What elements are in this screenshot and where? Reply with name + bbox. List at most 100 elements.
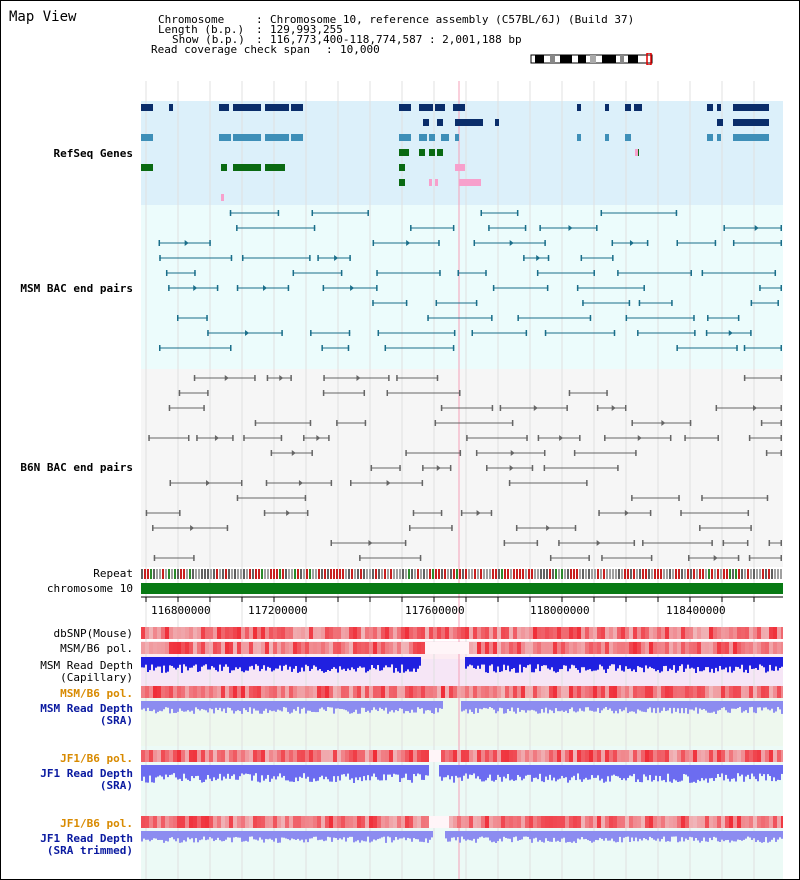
repeat-element — [621, 569, 623, 579]
depth-bar — [499, 701, 501, 708]
depth-bar — [765, 701, 767, 708]
depth-bar — [371, 701, 373, 711]
track-label-refseq[interactable]: RefSeq Genes — [53, 147, 133, 160]
depth-bar — [757, 657, 759, 670]
repeat-element — [234, 569, 236, 579]
track-label-jf1-b6-pol-2[interactable]: JF1/B6 pol. — [60, 817, 133, 830]
depth-bar — [633, 657, 635, 670]
depth-bar — [219, 765, 221, 774]
depth-bar — [273, 657, 275, 671]
depth-bar — [717, 701, 719, 711]
depth-bar — [251, 701, 253, 714]
depth-bar — [345, 831, 347, 842]
track-label-msm-b6-pol-1[interactable]: MSM/B6 pol. — [60, 642, 133, 655]
depth-bar — [779, 765, 781, 781]
b6n-bac-pair-end — [226, 525, 229, 531]
heat-cell — [621, 642, 625, 654]
gene-feature — [441, 134, 449, 141]
depth-bar — [327, 765, 329, 780]
heat-cell — [465, 750, 469, 762]
heat-cell — [285, 627, 289, 639]
heat-cell — [597, 627, 601, 639]
gene-feature — [577, 134, 581, 141]
depth-bar — [505, 831, 507, 838]
track-label-jf1-depth-trim[interactable]: JF1 Read Depth — [40, 832, 133, 845]
depth-bar — [161, 765, 163, 777]
heat-cell — [485, 642, 489, 654]
genome-track-area[interactable]: 116800000 117200000 117600000 118000000 … — [141, 81, 783, 879]
depth-bar — [255, 765, 257, 774]
track-label-jf1-b6-pol-1[interactable]: JF1/B6 pol. — [60, 752, 133, 765]
heat-cell — [681, 627, 685, 639]
heat-cell — [617, 642, 621, 654]
heat-cell — [309, 686, 313, 698]
depth-bar — [217, 831, 219, 838]
depth-bar — [665, 831, 667, 842]
track-label-jf1-depth-sra[interactable]: JF1 Read Depth — [40, 767, 133, 780]
depth-bar — [685, 701, 687, 708]
depth-bar — [649, 765, 651, 776]
track-label-chromosome[interactable]: chromosome 10 — [46, 582, 133, 595]
track-label-msm-depth-cap[interactable]: MSM Read Depth — [40, 659, 133, 672]
heat-cell — [501, 686, 505, 698]
heat-cell — [381, 750, 385, 762]
depth-bar — [563, 765, 565, 779]
chromosome-ideogram[interactable] — [530, 53, 655, 65]
repeat-element — [405, 569, 407, 579]
depth-bar — [219, 657, 221, 665]
b6n-bac-pair-end — [422, 465, 424, 471]
track-label-dbsnp[interactable]: dbSNP(Mouse) — [53, 627, 133, 640]
heat-cell — [761, 750, 765, 762]
depth-bar — [293, 701, 295, 710]
track-label-b6n-bac[interactable]: B6N BAC end pairs — [20, 461, 133, 474]
depth-bar — [461, 831, 463, 837]
heat-cell — [589, 686, 593, 698]
heat-cell — [429, 627, 433, 639]
depth-bar — [415, 701, 417, 713]
depth-bar — [435, 701, 437, 708]
depth-bar — [355, 701, 357, 710]
track-label-msm-b6-pol-2[interactable]: MSM/B6 pol. — [60, 687, 133, 700]
track-label-msm-depth-sra[interactable]: MSM Read Depth — [40, 702, 133, 715]
heat-cell — [141, 642, 145, 654]
heat-cell — [233, 642, 237, 654]
heat-cell — [493, 627, 497, 639]
depth-bar — [763, 657, 765, 668]
depth-bar — [375, 701, 377, 710]
track-label-repeat[interactable]: Repeat — [93, 567, 133, 580]
b6n-bac-pair-end — [566, 405, 568, 411]
depth-bar — [161, 831, 163, 840]
gene-feature — [419, 149, 425, 156]
repeat-element — [267, 569, 269, 579]
depth-bar — [497, 765, 499, 775]
heat-cell — [325, 686, 329, 698]
depth-bar — [723, 765, 725, 781]
depth-bar — [729, 657, 731, 667]
depth-bar — [691, 831, 693, 838]
tracks-canvas[interactable]: 116800000 117200000 117600000 118000000 … — [141, 81, 783, 879]
depth-bar — [629, 657, 631, 669]
depth-bar — [605, 765, 607, 782]
heat-cell — [221, 750, 225, 762]
b6n-bac-pair-end — [330, 540, 333, 546]
heat-cell — [549, 642, 553, 654]
depth-bar — [515, 831, 517, 837]
depth-bar — [161, 701, 163, 712]
depth-bar — [235, 831, 237, 837]
heat-cell — [165, 686, 169, 698]
depth-bar — [427, 701, 429, 711]
depth-bar — [213, 765, 215, 778]
heat-cell — [189, 750, 193, 762]
track-label-msm-bac[interactable]: MSM BAC end pairs — [20, 282, 133, 295]
b6n-bac-pair-arrow — [316, 435, 321, 441]
depth-bar — [149, 657, 151, 671]
heat-cell — [641, 686, 645, 698]
depth-bar — [643, 765, 645, 775]
heat-cell — [497, 816, 501, 828]
heat-cell — [757, 686, 761, 698]
heat-cell — [665, 627, 669, 639]
refseq-track-bg — [141, 101, 783, 205]
heat-cell — [477, 750, 481, 762]
depth-bar — [673, 831, 675, 837]
repeat-element — [195, 569, 197, 579]
